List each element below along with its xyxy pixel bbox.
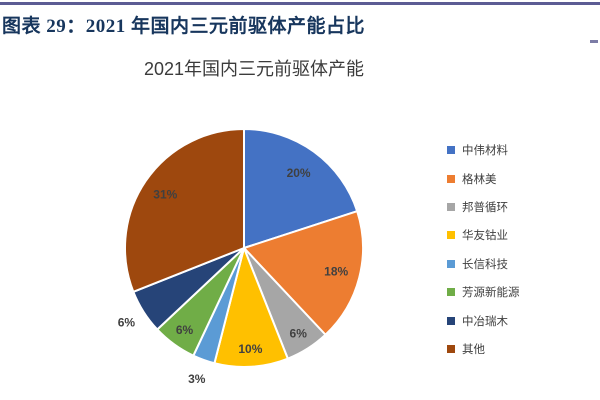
legend-swatch-icon [447, 259, 455, 268]
legend-item-8: 其他 [447, 335, 520, 363]
legend-label: 中伟材料 [462, 145, 508, 158]
legend-swatch-icon [447, 288, 455, 297]
legend-swatch-icon [447, 202, 455, 211]
legend-swatch-icon [447, 316, 455, 325]
header-rule [0, 2, 600, 5]
pie-slice-2 [243, 210, 364, 336]
legend-swatch-icon [447, 344, 455, 353]
pie-slice-label-2: 18% [324, 265, 348, 279]
legend-label: 芳源新能源 [462, 287, 520, 300]
legend-item-1: 中伟材料 [447, 136, 520, 164]
legend-label: 格林美 [462, 173, 497, 186]
pie-slice-8 [124, 128, 245, 293]
pie-slice-label-1: 20% [287, 166, 311, 180]
legend-swatch-icon [447, 146, 455, 155]
legend-label: 其他 [462, 343, 485, 356]
legend-label: 中冶瑞木 [462, 315, 508, 328]
legend-item-2: 格林美 [447, 164, 520, 192]
pie-slice-label-4: 10% [238, 342, 262, 356]
chart-title: 2021年国内三元前驱体产能 [143, 59, 365, 79]
pie-slice-4 [213, 247, 289, 368]
pie-slice-label-5: 3% [188, 372, 206, 386]
legend-swatch-icon [447, 174, 455, 183]
pie-slice-label-6: 6% [176, 323, 194, 337]
pie-slice-1 [243, 128, 359, 249]
figure-caption: 图表 29：2021 年国内三元前驱体产能占比 [2, 16, 366, 37]
pie-slice-label-7: 6% [118, 316, 136, 330]
legend-label: 华友钴业 [462, 230, 508, 243]
legend-label: 邦普循环 [462, 201, 508, 214]
chart-legend: 中伟材料格林美邦普循环华友钴业长信科技芳源新能源中冶瑞木其他 [447, 136, 520, 363]
legend-item-3: 邦普循环 [447, 193, 520, 221]
legend-swatch-icon [447, 231, 455, 240]
table-border-fragment [590, 40, 598, 43]
legend-label: 长信科技 [462, 258, 508, 271]
legend-item-4: 华友钴业 [447, 221, 520, 249]
pie-slice-label-3: 6% [290, 326, 308, 340]
legend-item-6: 芳源新能源 [447, 278, 520, 306]
legend-item-7: 中冶瑞木 [447, 306, 520, 334]
pie-slice-label-8: 31% [153, 188, 177, 202]
legend-item-5: 长信科技 [447, 250, 520, 278]
